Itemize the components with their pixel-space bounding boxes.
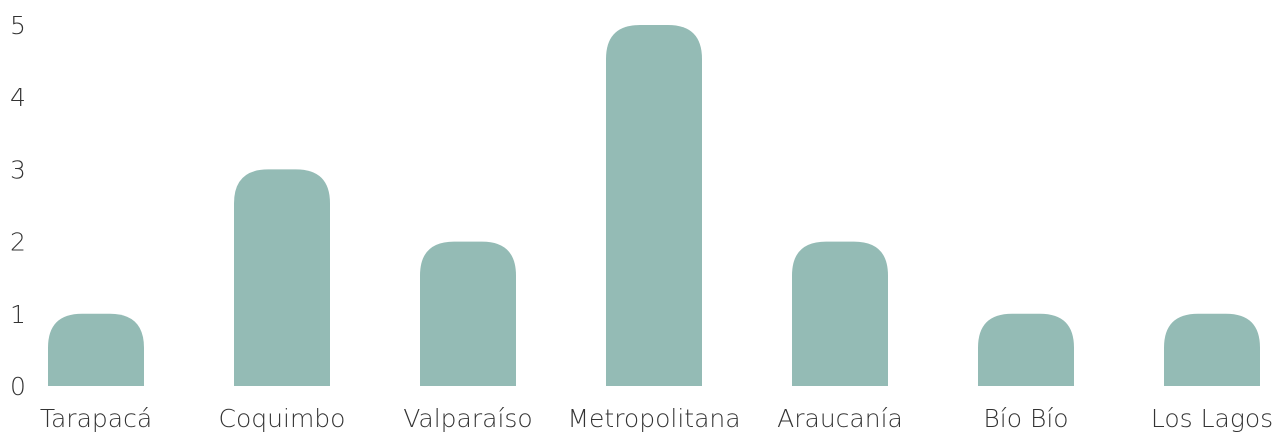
y-tick-label-1: 1 [10, 300, 26, 329]
bar-coquimbo [234, 169, 330, 386]
x-tick-label: Los Lagos [1151, 404, 1273, 433]
bar-tarapacá [48, 313, 144, 386]
bar-metropolitana [606, 25, 702, 386]
bars [48, 25, 1260, 386]
y-axis: 0 1 2 3 4 5 [10, 11, 26, 401]
bar-los-lagos [1164, 313, 1260, 386]
bar-bío-bío [978, 313, 1074, 386]
y-tick-label-0: 0 [10, 372, 26, 401]
x-tick-label: Metropolitana [567, 404, 740, 433]
x-tick-label: Araucanía [777, 404, 903, 433]
y-tick-label-2: 2 [10, 228, 26, 257]
x-tick-label: Bío Bío [983, 404, 1068, 433]
y-tick-label-3: 3 [10, 155, 26, 184]
y-tick-label-5: 5 [10, 11, 26, 40]
bar-valparaíso [420, 241, 516, 386]
x-axis: Tarapacá Coquimbo Valparaíso Metropolitana A… [40, 404, 1273, 433]
x-tick-label: Tarapacá [40, 404, 152, 433]
x-tick-label: Valparaíso [403, 404, 532, 433]
x-tick-label: Coquimbo [219, 404, 346, 433]
bar-araucanía [792, 241, 888, 386]
y-tick-label-4: 4 [10, 83, 26, 112]
